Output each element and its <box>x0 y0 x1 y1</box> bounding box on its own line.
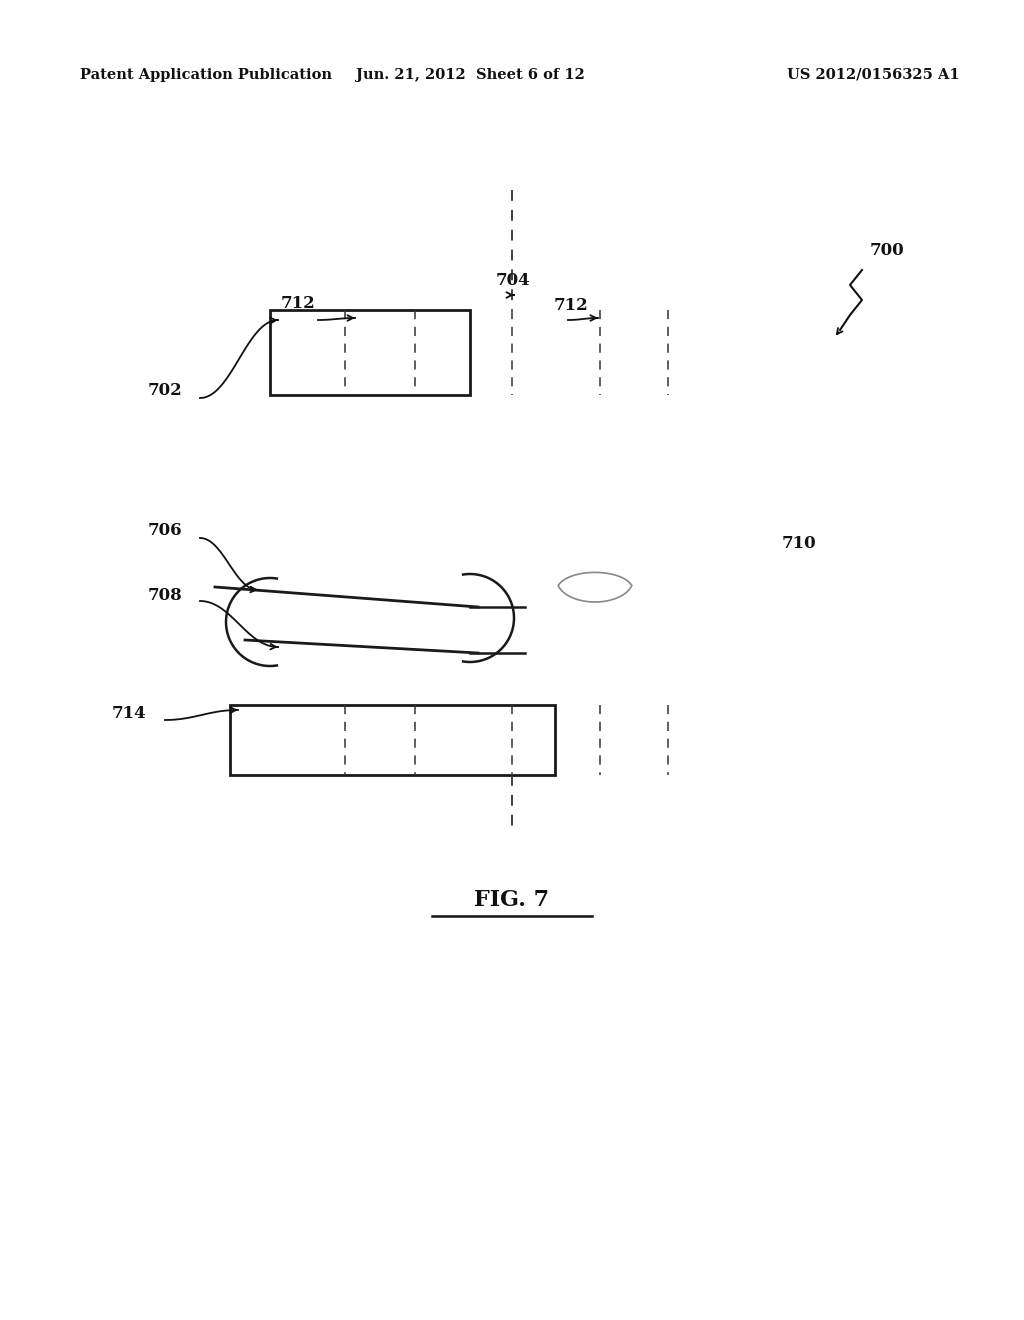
Text: 704: 704 <box>496 272 530 289</box>
Text: 710: 710 <box>782 535 816 552</box>
Text: 712: 712 <box>554 297 589 314</box>
Text: Jun. 21, 2012  Sheet 6 of 12: Jun. 21, 2012 Sheet 6 of 12 <box>355 69 585 82</box>
Text: 714: 714 <box>112 705 146 722</box>
Text: FIG. 7: FIG. 7 <box>474 888 550 911</box>
Text: 706: 706 <box>148 521 182 539</box>
Text: 702: 702 <box>148 381 182 399</box>
Text: 712: 712 <box>281 294 315 312</box>
Text: US 2012/0156325 A1: US 2012/0156325 A1 <box>787 69 961 82</box>
Text: Patent Application Publication: Patent Application Publication <box>80 69 332 82</box>
Bar <box>270 310 470 395</box>
Text: 700: 700 <box>870 242 904 259</box>
Text: 708: 708 <box>148 587 182 605</box>
Bar <box>230 705 555 775</box>
